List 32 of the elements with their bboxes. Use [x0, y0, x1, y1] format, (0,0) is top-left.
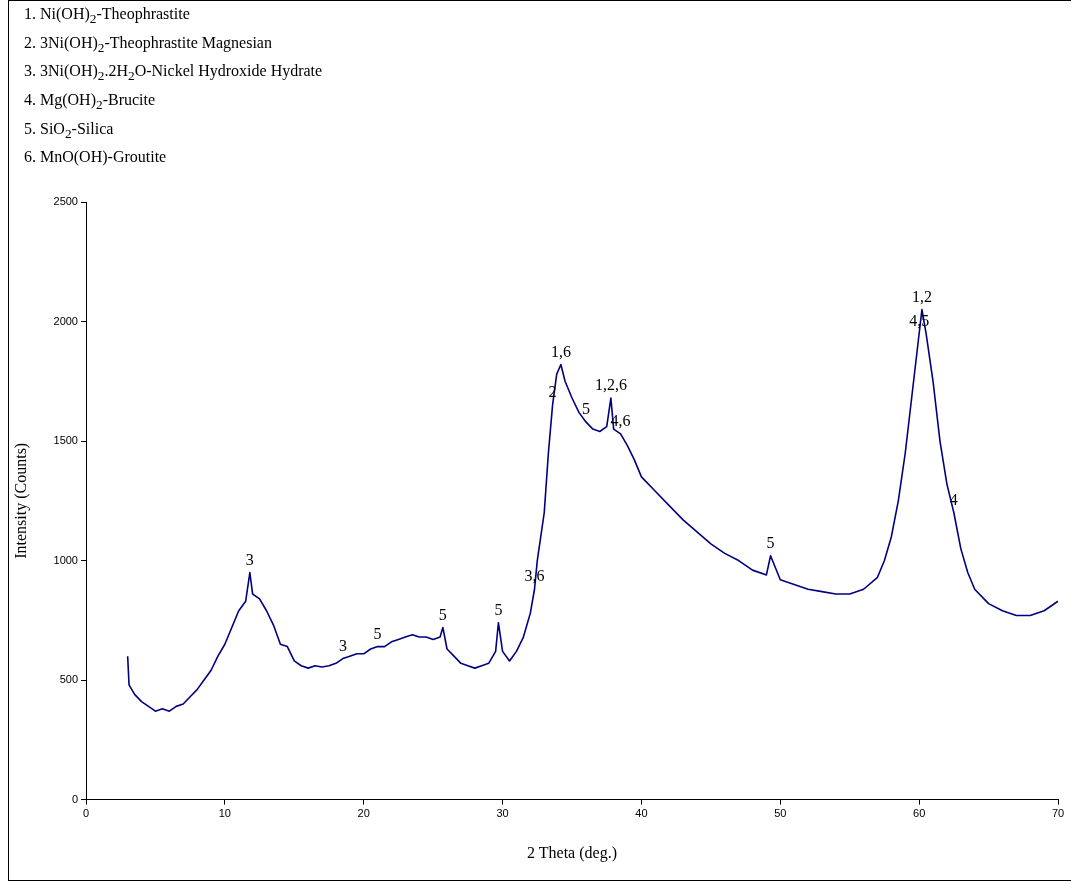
annotation: 3 — [338, 636, 347, 654]
x-tick-label: 10 — [218, 807, 231, 820]
y-tick-label: 1500 — [53, 434, 78, 447]
x-tick-label: 60 — [913, 807, 926, 820]
y-tick-label: 2500 — [53, 195, 78, 208]
text: 5. SiO$_{2}$-Silica — [24, 118, 115, 143]
annotation: 5 — [581, 400, 590, 418]
x-tick-label: 0 — [82, 807, 90, 820]
y-tick-label: 1000 — [53, 553, 78, 566]
annotation: 1,2,6 — [594, 376, 627, 394]
annotation: 3 — [245, 550, 254, 568]
annotation: 5 — [494, 600, 503, 618]
x-tick-label: 20 — [357, 807, 370, 820]
y-tick-label: 500 — [59, 673, 78, 686]
text: 3. 3Ni(OH)$_{2}$.2H$_{2}$O-Nickel Hydroxide Hydrate — [24, 61, 323, 86]
annotation: 5 — [373, 624, 382, 642]
x-tick-label: 40 — [635, 807, 648, 820]
x-tick-label: 50 — [774, 807, 787, 820]
x-axis-title: 2 Theta (deg.) — [527, 843, 617, 862]
y-tick-label: 0 — [71, 792, 78, 805]
text: 2. 3Ni(OH)$_{2}$-Theophrastite Magnesian — [24, 32, 273, 57]
annotation: 5 — [766, 533, 775, 551]
annotation: 5 — [438, 605, 447, 623]
text: 4. Mg(OH)$_{2}$-Brucite — [24, 90, 157, 115]
annotation: 1,2 — [911, 287, 932, 305]
text: 6. MnO(OH)-Groutite — [24, 147, 168, 168]
text: 1. Ni(OH)$_{2}$-Theophrastite — [24, 4, 191, 29]
y-tick-label: 2000 — [53, 314, 78, 327]
x-tick-label: 30 — [496, 807, 509, 820]
annotation: 1,6 — [550, 342, 571, 360]
x-tick-label: 70 — [1051, 807, 1065, 820]
y-axis-title: Intensity (Counts) — [11, 442, 30, 559]
